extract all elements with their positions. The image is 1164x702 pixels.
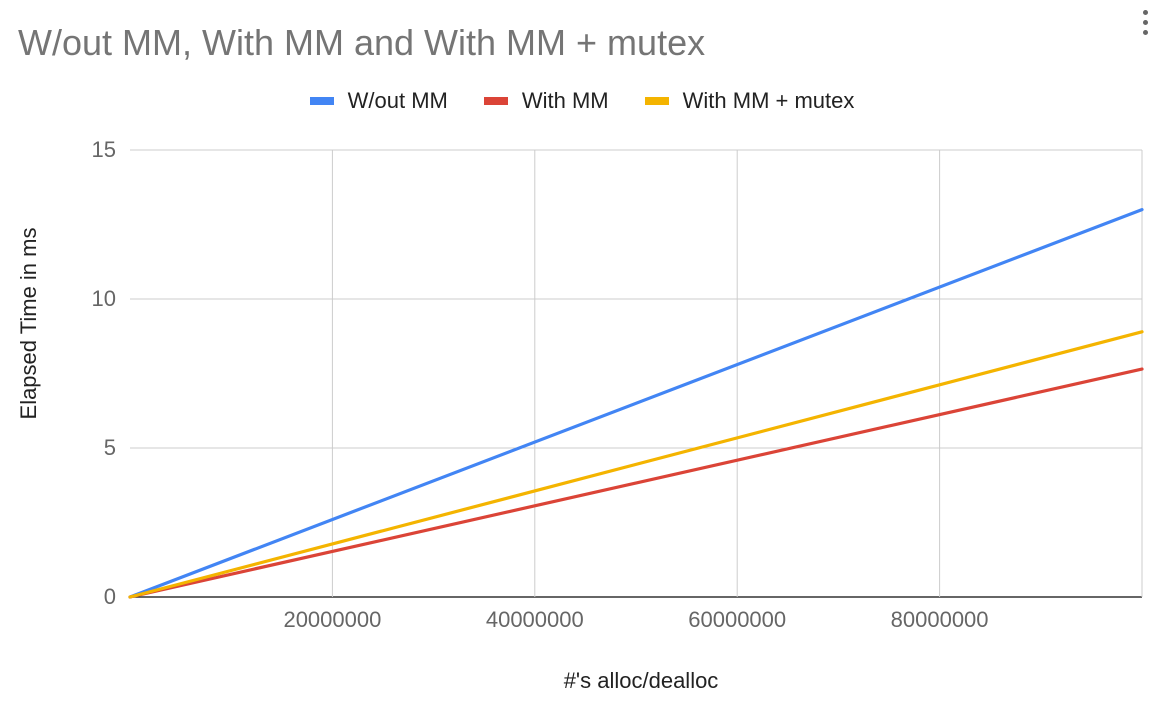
x-tick-label: 60000000: [688, 607, 786, 632]
legend-label: With MM: [521, 88, 609, 113]
x-tick-label: 40000000: [486, 607, 584, 632]
legend-item[interactable]: W/out MM: [309, 88, 448, 114]
series-line-w-out-mm: [128, 208, 1144, 599]
legend-label: W/out MM: [347, 88, 448, 113]
y-tick-label: 0: [104, 584, 116, 609]
legend-item[interactable]: With MM + mutex: [644, 88, 855, 114]
x-tick-label: 80000000: [891, 607, 989, 632]
y-tick-label: 15: [92, 137, 116, 162]
y-axis-title: Elapsed Time in ms: [16, 228, 41, 420]
legend-swatch: [483, 97, 508, 105]
more-vert-icon[interactable]: [1140, 10, 1150, 36]
x-axis-title: #'s alloc/dealloc: [564, 668, 719, 693]
legend-swatch: [309, 97, 334, 105]
series-line-with-mm: [128, 367, 1144, 599]
y-tick-label: 5: [104, 435, 116, 460]
y-tick-label: 10: [92, 286, 116, 311]
chart-legend: W/out MM With MM With MM + mutex: [0, 88, 1164, 114]
x-tick-label: 20000000: [283, 607, 381, 632]
legend-item[interactable]: With MM: [483, 88, 609, 114]
legend-label: With MM + mutex: [682, 88, 855, 113]
legend-swatch: [644, 97, 669, 105]
series-line-with-mm-mutex: [128, 330, 1144, 599]
chart-title: W/out MM, With MM and With MM + mutex: [18, 22, 706, 63]
